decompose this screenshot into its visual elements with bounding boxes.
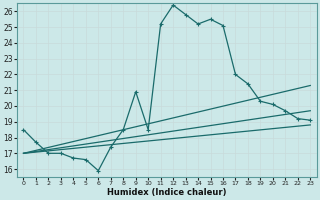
X-axis label: Humidex (Indice chaleur): Humidex (Indice chaleur) (107, 188, 227, 197)
